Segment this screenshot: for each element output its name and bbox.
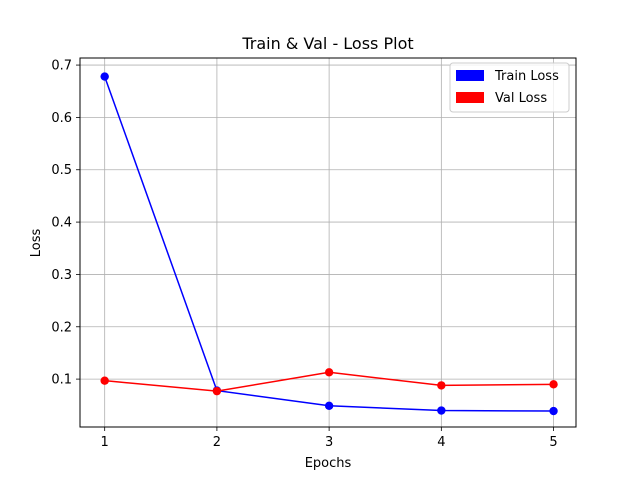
val-loss-point [324, 368, 334, 377]
val-loss-point [437, 381, 446, 390]
train-loss-point [324, 401, 334, 411]
train-loss-point [437, 406, 446, 415]
y-tick-label: 0.2 [51, 320, 72, 335]
legend-label-train-loss: Train Loss [494, 69, 559, 84]
x-tick-label: 1 [101, 435, 109, 450]
train-loss-point [100, 72, 109, 81]
chart-title: Train & Val - Loss Plot [241, 34, 413, 53]
val-loss-point [100, 376, 109, 385]
legend: Train Loss Val Loss [449, 62, 570, 113]
y-axis-title: Loss [29, 229, 44, 258]
val-loss-point [212, 386, 222, 396]
y-tick-label: 0.7 [51, 59, 72, 74]
train-loss-point [549, 406, 558, 416]
x-tick-label: 2 [213, 435, 221, 450]
y-tick-label: 0.5 [51, 163, 72, 178]
x-tick-label: 5 [549, 435, 557, 450]
x-axis: 1 2 3 4 5 [101, 427, 558, 450]
grid-lines [80, 58, 576, 427]
legend-label-val-loss: Val Loss [495, 91, 547, 106]
x-tick-label: 4 [437, 435, 445, 450]
y-tick-label: 0.3 [51, 268, 72, 283]
x-axis-title: Epochs [305, 456, 352, 471]
legend-swatch-val-loss [456, 92, 484, 103]
series-layer [100, 72, 558, 416]
y-tick-label: 0.6 [51, 111, 72, 126]
val-loss-point [549, 380, 558, 389]
y-axis: 0.1 0.2 0.3 0.4 0.5 0.6 0.7 [51, 59, 80, 388]
y-tick-label: 0.4 [51, 216, 72, 231]
y-tick-label: 0.1 [51, 373, 72, 388]
legend-swatch-train-loss [456, 70, 484, 81]
x-tick-label: 3 [325, 435, 333, 450]
plot-frame [79, 57, 577, 428]
